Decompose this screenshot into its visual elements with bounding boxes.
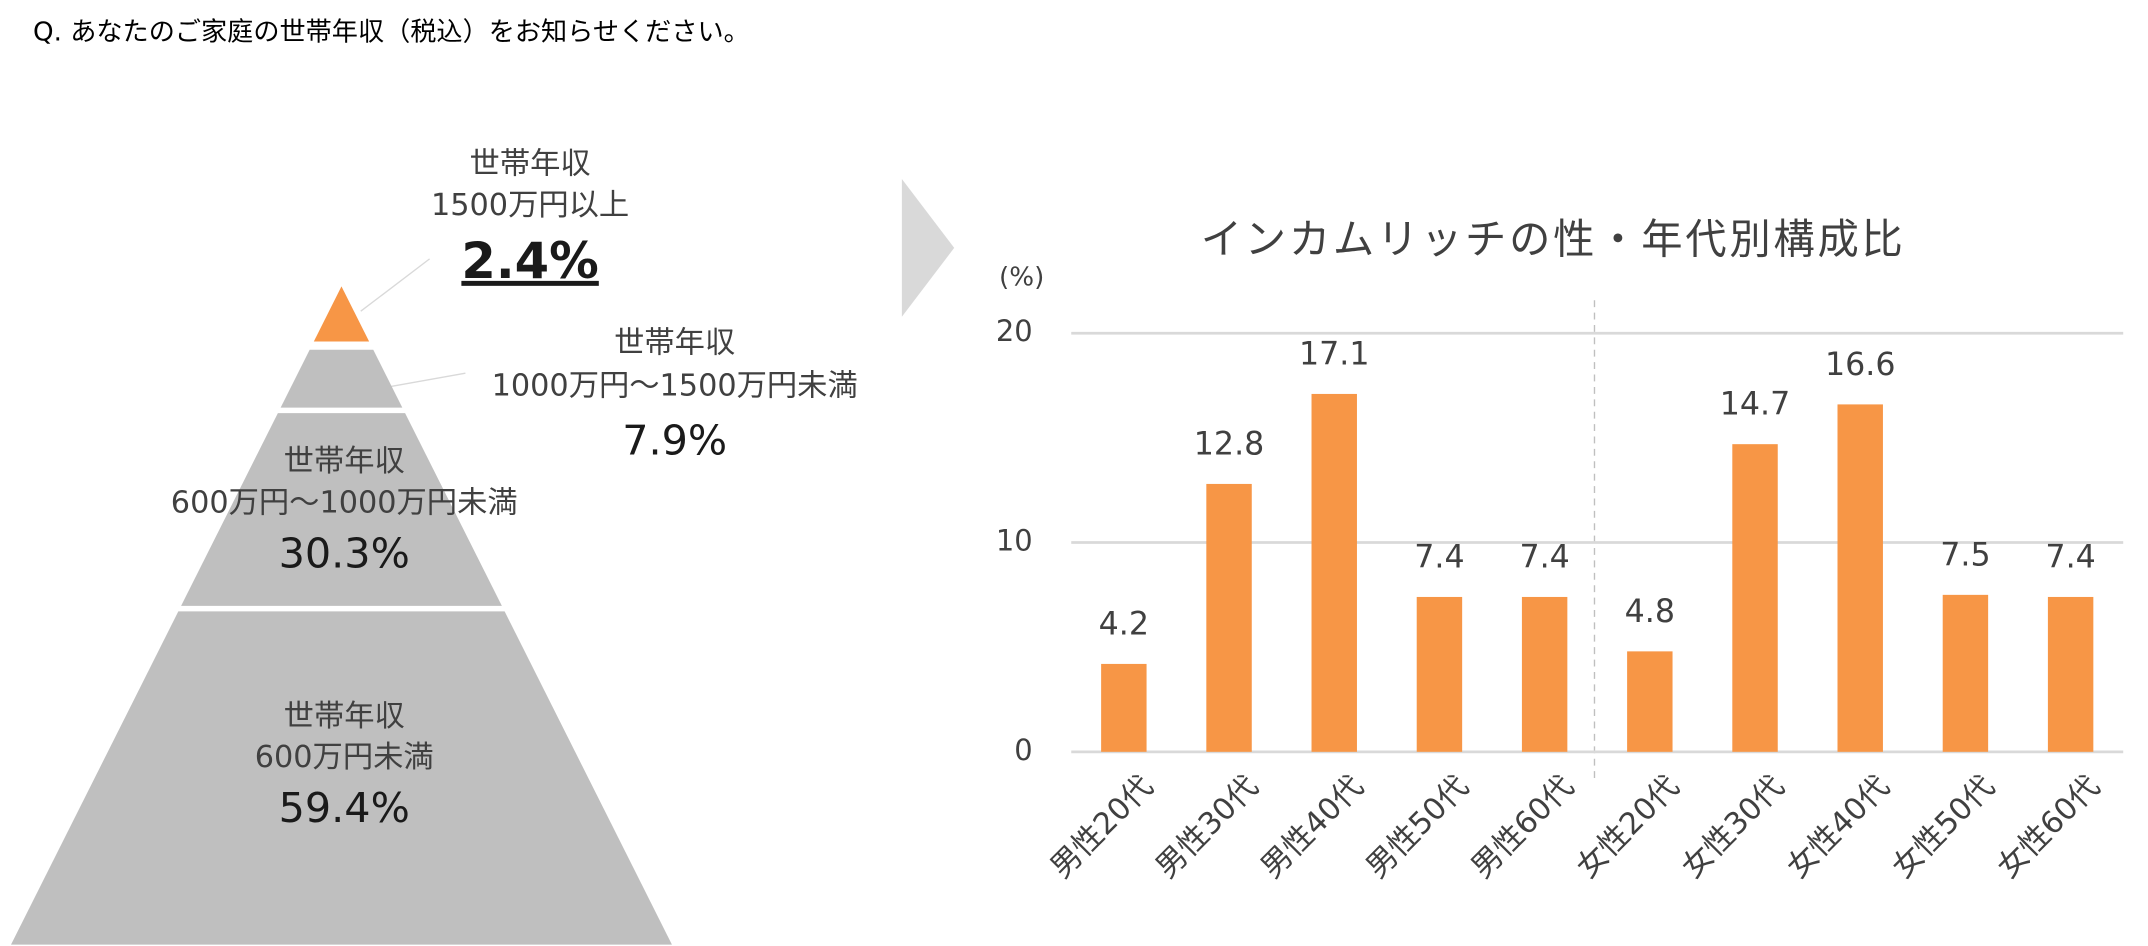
value-label: 7.4 bbox=[2045, 539, 2095, 575]
bar bbox=[2047, 596, 2094, 752]
x-tick-label: 男性30代 bbox=[1149, 769, 1265, 885]
pyramid-layer bbox=[181, 413, 502, 606]
leader-line bbox=[360, 258, 431, 312]
layer-value: 7.9% bbox=[622, 416, 727, 464]
layer-label: 1500万円以上 bbox=[431, 188, 629, 223]
layer-label: 600万円未満 bbox=[255, 740, 434, 775]
bar bbox=[1206, 483, 1252, 752]
value-label: 7.5 bbox=[1940, 537, 1990, 573]
layer-label: 世帯年収 bbox=[284, 699, 405, 734]
x-tick-label: 女性60代 bbox=[1991, 769, 2107, 885]
question: Q. あなたのご家庭の世帯年収（税込）をお知らせください。 bbox=[33, 18, 750, 48]
chart-title: インカムリッチの性・年代別構成比 bbox=[1201, 215, 1906, 263]
bar bbox=[1521, 596, 1568, 752]
y-axis-label: (%) bbox=[999, 263, 1044, 293]
x-tick-label: 男性50代 bbox=[1360, 769, 1476, 885]
bar bbox=[1942, 594, 1989, 752]
x-tick-label: 女性20代 bbox=[1570, 769, 1686, 885]
value-label: 16.6 bbox=[1825, 347, 1896, 383]
leader-line bbox=[388, 372, 466, 388]
y-tick-label: 10 bbox=[996, 524, 1033, 558]
layer-value: 59.4% bbox=[279, 784, 410, 832]
layer-label: 600万円～1000万円未満 bbox=[171, 485, 518, 520]
x-tick-label: 女性50代 bbox=[1886, 769, 2002, 885]
bar bbox=[1311, 393, 1357, 752]
pyramid-layer bbox=[313, 286, 370, 342]
layer-label: 世帯年収 bbox=[284, 444, 405, 479]
value-label: 14.7 bbox=[1720, 387, 1791, 423]
value-label: 7.4 bbox=[1414, 539, 1464, 575]
value-label: 17.1 bbox=[1299, 336, 1370, 372]
x-tick-label: 女性30代 bbox=[1675, 769, 1791, 885]
bar bbox=[1101, 663, 1147, 752]
bar bbox=[1416, 596, 1463, 752]
value-label: 7.4 bbox=[1519, 539, 1569, 575]
x-tick-label: 男性60代 bbox=[1465, 769, 1581, 885]
y-tick-label: 20 bbox=[996, 314, 1033, 348]
layer-value: 30.3% bbox=[279, 529, 410, 577]
layer-label: 1000万円～1500万円未満 bbox=[492, 368, 858, 403]
pyramid-layer bbox=[11, 611, 672, 945]
layer-value: 2.4% bbox=[461, 232, 598, 290]
x-tick-label: 女性40代 bbox=[1780, 769, 1896, 885]
value-label: 4.2 bbox=[1099, 606, 1149, 642]
layer-label: 世帯年収 bbox=[470, 147, 591, 182]
bar bbox=[1837, 404, 1883, 752]
bar bbox=[1732, 444, 1778, 752]
value-label: 12.8 bbox=[1194, 426, 1265, 462]
value-label: 4.8 bbox=[1625, 594, 1675, 630]
layer-label: 世帯年収 bbox=[614, 326, 735, 361]
chevron bbox=[901, 179, 955, 317]
x-tick-label: 男性40代 bbox=[1254, 769, 1370, 885]
x-tick-label: 男性20代 bbox=[1044, 769, 1160, 885]
pyramid-layer bbox=[280, 349, 403, 408]
bar bbox=[1627, 651, 1673, 752]
y-tick-label: 0 bbox=[1014, 733, 1032, 767]
